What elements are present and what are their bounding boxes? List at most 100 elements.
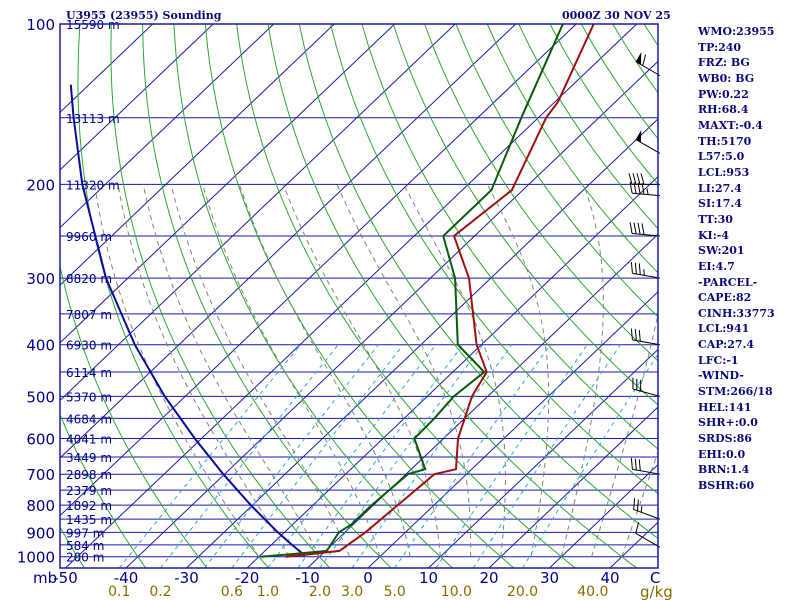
index-line: CAP:27.4 (698, 338, 755, 352)
temperature-line (285, 24, 595, 558)
isotherm-line (428, 348, 658, 568)
mixing-ratio-line (319, 344, 484, 568)
wind-barb-full (637, 222, 641, 235)
moist-adiabat-line (142, 184, 320, 557)
index-line: STM:266/18 (698, 385, 773, 399)
height-label: 9960 m (66, 230, 112, 244)
wind-barb (635, 522, 661, 548)
moist-adiabat-line (486, 184, 550, 557)
pressure-tick-label: 900 (26, 524, 55, 542)
mixing-ratio-line (160, 344, 339, 568)
temperature-tick-label: -40 (114, 569, 139, 587)
height-label: 3449 m (66, 451, 112, 465)
mixing-ratio-line (267, 344, 437, 568)
temperature-trace (285, 24, 595, 558)
mixing-ratio-tick-label: 0.6 (221, 584, 243, 600)
dry-adiabat-line (110, 24, 331, 568)
mixing-ratio-line (394, 344, 551, 568)
index-line: -PARCEL- (698, 275, 758, 289)
height-label: 4041 m (66, 433, 112, 447)
wind-barb-full (635, 522, 640, 534)
index-line: FRZ: BG (698, 56, 750, 70)
mixing-ratio-tick-label: 1.0 (257, 584, 279, 600)
pressure-tick-label: 600 (26, 431, 55, 449)
isotherm-line (125, 60, 658, 568)
wind-barb-staff (632, 272, 661, 279)
dewpoint-line (260, 24, 564, 558)
wind-barb-full (634, 329, 637, 341)
dewpoint-trace (260, 24, 564, 558)
wind-barb-full (641, 223, 645, 235)
index-line: BSHR:60 (698, 479, 755, 493)
wind-barb-full (642, 54, 647, 66)
wind-barb-full (634, 262, 637, 275)
wind-barb (628, 173, 660, 185)
height-labels: 15590 m 13113 m 11320 m 9960 m 8820 m 7807 m 6… (66, 18, 120, 565)
temperature-tick-label: 40 (600, 569, 619, 587)
plot-frame (59, 23, 659, 569)
mixing-ratio-tick-label: 3.0 (341, 584, 363, 600)
parcel-trace (69, 84, 306, 557)
wind-barb (630, 457, 661, 475)
pressure-tick-label: 300 (26, 270, 55, 288)
pressure-unit-label: mb (33, 569, 57, 587)
isotherm-line (246, 175, 658, 568)
height-label: 1435 m (66, 513, 112, 527)
dry-adiabat-line (60, 526, 85, 568)
pressure-tick-label: 400 (26, 337, 55, 355)
wind-barb-staff (632, 339, 661, 346)
index-line: MAXT:-0.4 (698, 118, 763, 132)
wind-barb-full (638, 263, 641, 275)
mixing-ratio-tick-label: 0.2 (149, 584, 171, 600)
temperature-tick-label: -50 (53, 569, 78, 587)
pressure-tick-label: 200 (26, 176, 55, 194)
wind-barb-full (641, 182, 645, 195)
pressure-tick-label: 700 (26, 466, 55, 484)
wind-barb-full (630, 261, 633, 274)
moist-adiabat-line (94, 184, 260, 557)
wind-barb-staff (635, 532, 661, 548)
dry-adiabat-line (424, 24, 658, 362)
moist-adiabat-line (202, 184, 381, 557)
dry-adiabat-line (455, 24, 658, 318)
index-line: HEL:141 (698, 400, 752, 414)
index-line: TT:30 (698, 212, 733, 226)
wind-barb-full (638, 459, 641, 471)
index-line: LCL:953 (698, 165, 750, 179)
isotherm-line (488, 406, 658, 568)
height-label: 6930 m (66, 339, 112, 353)
isotherm-line (60, 24, 335, 286)
isotherm-line (60, 24, 577, 517)
mixing-ratio-tick-label: 40.0 (577, 584, 608, 600)
height-label: 5370 m (66, 390, 112, 404)
wind-barb-staff (635, 61, 661, 77)
dry-adiabat-line (330, 24, 658, 495)
isotherm-line (367, 291, 658, 568)
height-label: 7807 m (66, 308, 112, 322)
dry-adiabat-line (392, 24, 658, 406)
temperature-tick-label: 30 (540, 569, 559, 587)
isotherm-line (60, 24, 456, 402)
height-label: 2898 m (66, 468, 112, 482)
index-line: WB0: BG (698, 71, 755, 85)
wind-barb-flag (635, 52, 642, 65)
height-label: 6114 m (66, 366, 112, 380)
index-line: LCL:941 (698, 322, 750, 336)
mixing-ratio-lines (118, 344, 658, 568)
mixing-ratio-tick-label: 20.0 (507, 584, 538, 600)
wind-barb-half (640, 506, 643, 513)
dry-adiabat-line (267, 24, 637, 568)
dry-adiabat-line (486, 24, 658, 274)
index-line: CINH:33773 (698, 306, 775, 320)
mixing-ratio-line (351, 344, 513, 568)
height-label: 2379 m (66, 484, 112, 498)
index-panel: WMO:23955 TP:240 FRZ: BG WB0: BG PW:0.22 RH:6… (698, 24, 798, 494)
pressure-tick-label: 1000 (17, 549, 55, 567)
index-line: SHR+:0.0 (698, 416, 758, 430)
mixing-ratio-tick-label: 2.0 (309, 584, 331, 600)
wind-barb-full (629, 181, 633, 194)
index-line: TP:240 (698, 40, 742, 54)
wind-barb (635, 129, 661, 154)
valid-time: 0000Z 30 NOV 25 (562, 9, 671, 22)
index-line: SRDS:86 (698, 432, 752, 446)
